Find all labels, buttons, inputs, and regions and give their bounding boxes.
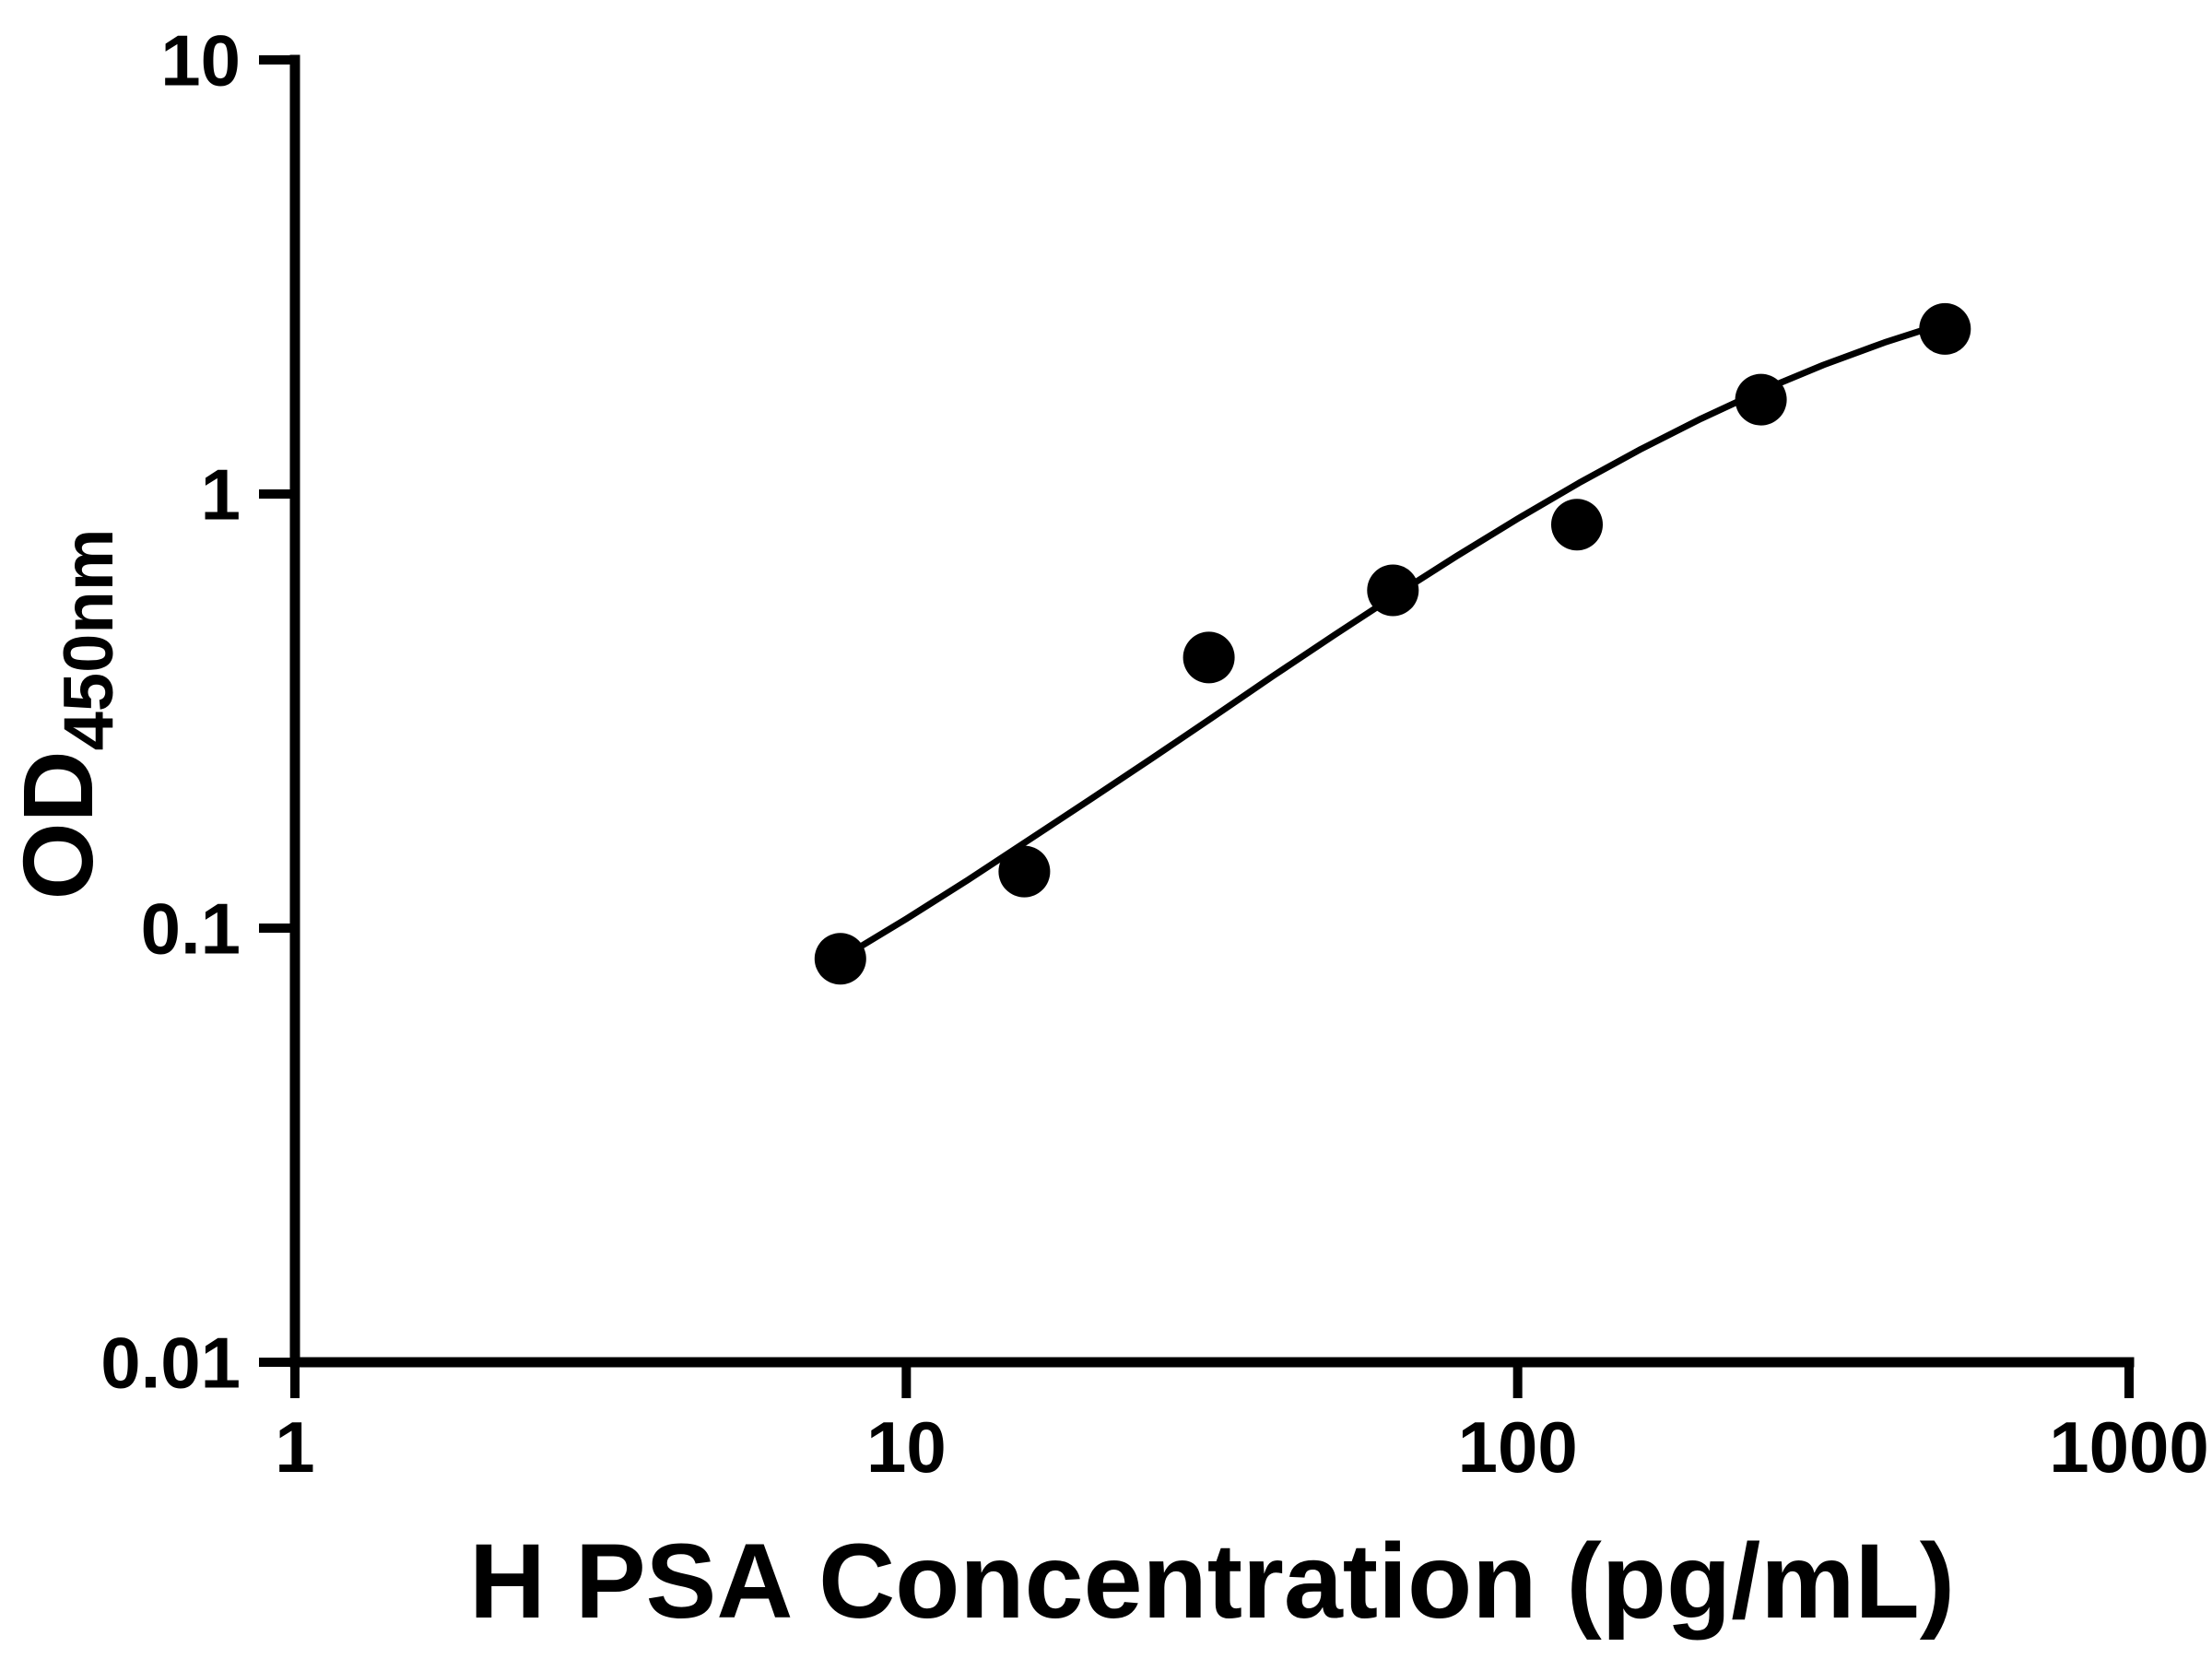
x-axis-title: H PSA Concentration (pg/mL) — [469, 1523, 1955, 1641]
tick-labels: 1 10 100 1000 10 1 0.1 0.01 — [100, 19, 2209, 1488]
y-tick-label: 10 — [160, 19, 241, 100]
data-point — [1551, 499, 1603, 551]
axis-frame — [289, 54, 2135, 1368]
y-axis-title-main: OD — [2, 750, 113, 900]
y-axis-title: OD450nm — [2, 529, 128, 900]
x-tick-label: 1000 — [2049, 1406, 2209, 1488]
data-point — [1367, 564, 1419, 617]
x-tick-label: 100 — [1458, 1406, 1578, 1488]
data-point — [1919, 302, 1971, 355]
data-point — [998, 845, 1051, 898]
y-tick-label: 0.1 — [141, 888, 241, 969]
axes — [289, 54, 2135, 1368]
y-tick-label: 1 — [201, 453, 241, 535]
data-point — [814, 933, 866, 985]
y-tick-label: 0.01 — [100, 1322, 241, 1403]
x-tick-label: 1 — [275, 1406, 314, 1488]
y-axis-title-subscript: 450nm — [50, 529, 128, 751]
tick-marks — [259, 55, 2134, 1398]
data-point — [1182, 631, 1235, 684]
data-points-layer — [814, 302, 1971, 985]
data-point — [1735, 373, 1787, 426]
x-tick-label: 10 — [866, 1406, 947, 1488]
